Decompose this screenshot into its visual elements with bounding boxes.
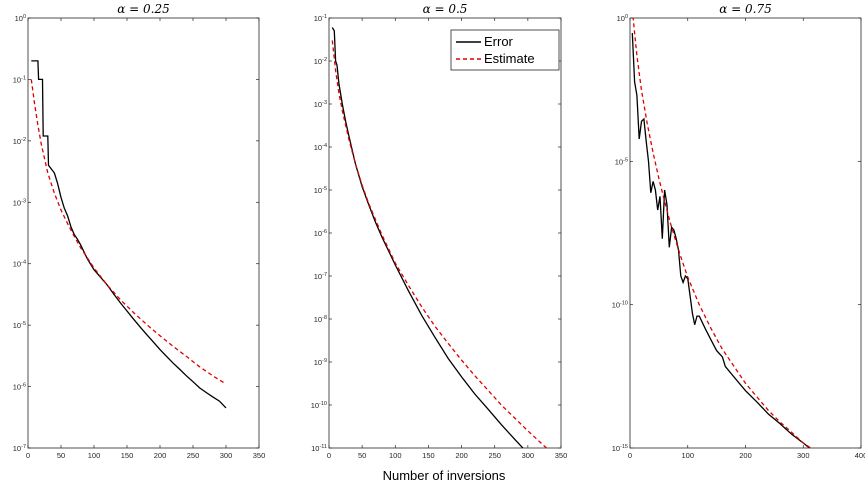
y-tick-label: 10-9: [314, 358, 327, 367]
chart-panel-1: 0 50 100 150 200 250 300 350 10-7 10-6 10-5 10-4 10-…: [13, 2, 265, 460]
x-tick-label: 150: [121, 451, 134, 460]
chart-panel-2: 0 50 100 150 200 250 300 350 10-11 10-10 10-9 10-8 1…: [311, 2, 568, 460]
y-tick-label: 10-2: [13, 137, 26, 146]
y-tick-label: 10-10: [311, 401, 327, 410]
y-tick-label: 10-5: [13, 321, 26, 330]
y-tick-label: 10-11: [311, 444, 327, 453]
x-tick-label: 0: [327, 451, 331, 460]
error-series-line: [331, 27, 524, 448]
x-tick-label: 50: [358, 451, 366, 460]
y-tick-label: 10-15: [612, 444, 628, 453]
y-tick-label: 10-8: [314, 315, 327, 324]
y-tick-label: 10-3: [314, 100, 327, 109]
x-tick-label: 350: [253, 451, 266, 460]
y-tick-label: 10-4: [13, 260, 26, 269]
x-tick-label: 350: [555, 451, 568, 460]
x-tick-label: 100: [88, 451, 101, 460]
x-tick-label: 100: [389, 451, 402, 460]
y-tick-label: 10-7: [314, 272, 327, 281]
legend-box: [450, 29, 560, 71]
estimate-series-line: [30, 79, 227, 385]
x-tick-label: 0: [628, 451, 632, 460]
legend-estimate-label: Estimate: [484, 51, 535, 66]
error-series-line: [631, 32, 811, 448]
chart-title: α = 0.5: [423, 2, 468, 16]
legend-error-label: Error: [484, 34, 514, 49]
y-tick-label: 10-6: [13, 383, 26, 392]
x-tick-label: 150: [422, 451, 435, 460]
x-tick-label: 300: [797, 451, 810, 460]
y-tick-label: 10-7: [13, 444, 26, 453]
y-tick-label: 10-6: [314, 229, 327, 238]
x-tick-label: 250: [187, 451, 200, 460]
y-tick-label: 100: [617, 14, 628, 23]
y-tick-label: 10-5: [314, 186, 327, 195]
plot-area: [27, 17, 260, 449]
y-tick-label: 10-2: [314, 57, 327, 66]
x-tick-label: 0: [26, 451, 30, 460]
y-tick-label: 10-1: [13, 75, 26, 84]
estimate-series-line: [331, 40, 548, 448]
y-tick-label: 10-5: [615, 157, 628, 166]
chart-title: α = 0.75: [719, 2, 772, 16]
legend: Error Estimate: [450, 29, 560, 71]
x-tick-label: 50: [57, 451, 65, 460]
x-tick-label: 200: [455, 451, 468, 460]
estimate-series-line: [632, 18, 812, 448]
x-tick-label: 400: [855, 451, 865, 460]
y-tick-label: 100: [15, 14, 26, 23]
y-tick-label: 10-3: [13, 198, 26, 207]
y-tick-label: 10-1: [314, 14, 327, 23]
chart-panel-3: 0 100 200 300 400 10-15 10-10 10-5 100 α = 0.75: [612, 2, 865, 460]
y-tick-label: 10-10: [612, 301, 628, 310]
x-tick-label: 200: [154, 451, 167, 460]
x-tick-label: 100: [681, 451, 694, 460]
x-tick-label: 300: [220, 451, 233, 460]
x-tick-label: 200: [739, 451, 752, 460]
x-tick-label: 300: [522, 451, 535, 460]
chart-title: α = 0.25: [117, 2, 170, 16]
plot-area: [328, 17, 562, 449]
y-tick-label: 10-4: [314, 143, 327, 152]
shared-x-axis-label: Number of inversions: [383, 468, 506, 483]
x-tick-label: 250: [488, 451, 501, 460]
